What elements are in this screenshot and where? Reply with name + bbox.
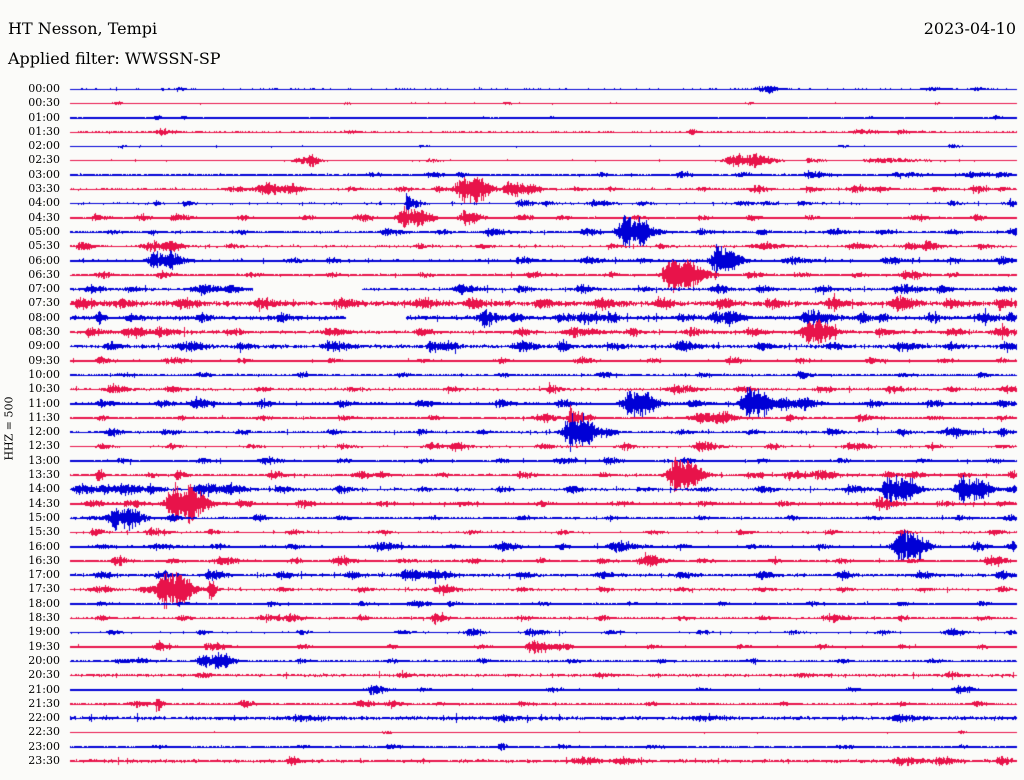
time-label: 04:30: [28, 210, 60, 224]
time-label: 16:30: [28, 553, 60, 567]
time-label: 10:30: [28, 382, 60, 396]
time-label: 02:30: [28, 153, 60, 167]
time-label: 13:00: [28, 453, 60, 467]
time-label: 04:00: [28, 196, 60, 210]
time-label: 03:00: [28, 167, 60, 181]
time-label: 01:00: [28, 110, 60, 124]
time-label: 06:30: [28, 267, 60, 281]
time-label: 23:30: [28, 754, 60, 767]
time-label: 19:00: [28, 625, 60, 639]
time-label: 16:00: [28, 539, 60, 553]
time-label: 07:00: [28, 282, 60, 296]
time-label: 09:30: [28, 353, 60, 367]
time-label: 15:30: [28, 525, 60, 539]
time-label: 14:00: [28, 482, 60, 496]
time-label: 19:30: [28, 639, 60, 653]
time-label: 11:00: [28, 396, 60, 410]
time-label: 18:30: [28, 611, 60, 625]
time-label: 09:00: [28, 339, 60, 353]
time-label: 21:00: [28, 682, 60, 696]
time-label: 07:30: [28, 296, 60, 310]
time-label: 17:00: [28, 568, 60, 582]
time-label: 22:00: [28, 711, 60, 725]
time-label: 17:30: [28, 582, 60, 596]
time-label: 06:00: [28, 253, 60, 267]
time-label: 20:00: [28, 653, 60, 667]
time-label: 21:30: [28, 696, 60, 710]
time-label: 23:00: [28, 739, 60, 753]
time-label: 12:30: [28, 439, 60, 453]
time-label: 22:30: [28, 725, 60, 739]
time-label: 15:00: [28, 510, 60, 524]
time-label: 11:30: [28, 410, 60, 424]
time-label: 03:30: [28, 182, 60, 196]
time-label: 14:30: [28, 496, 60, 510]
time-label: 10:00: [28, 367, 60, 381]
time-label: 12:00: [28, 425, 60, 439]
time-label: 01:30: [28, 124, 60, 138]
station-title: HT Nesson, Tempi: [8, 19, 158, 38]
date-label: 2023-04-10: [923, 19, 1016, 38]
time-label: 02:00: [28, 139, 60, 153]
time-label: 18:00: [28, 596, 60, 610]
time-label: 00:00: [28, 82, 60, 95]
time-label: 08:00: [28, 310, 60, 324]
time-label-column: 00:00 00:30 01:00 01:30 02:00 02:30 03:00 03:30…: [0, 0, 60, 780]
time-label: 20:30: [28, 668, 60, 682]
time-label: 13:30: [28, 468, 60, 482]
applied-filter-label: Applied filter: WWSSN-SP: [8, 49, 221, 68]
time-label: 05:30: [28, 239, 60, 253]
time-label: 05:00: [28, 224, 60, 238]
time-label: 00:30: [28, 96, 60, 110]
time-label: 08:30: [28, 325, 60, 339]
